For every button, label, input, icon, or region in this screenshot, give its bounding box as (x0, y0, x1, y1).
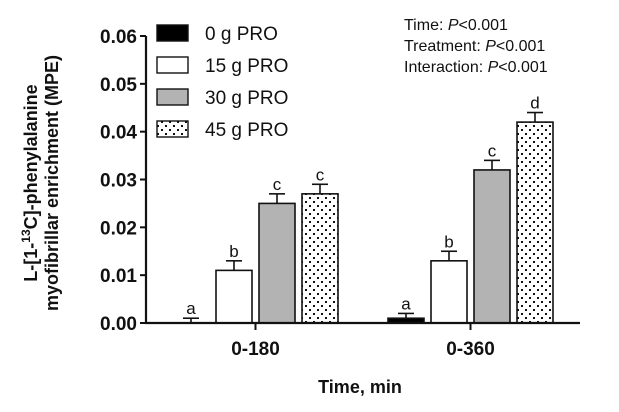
annotation-value: <0.001 (459, 17, 508, 34)
bar-15-g-pro-0-180 (215, 269, 253, 324)
stats-annotation: Time: P<0.001 (404, 17, 508, 34)
significance-letter: a (186, 299, 196, 318)
y-tick-label: 0.04 (100, 123, 137, 144)
y-tick-label: 0.05 (100, 75, 137, 96)
y-axis-title-line1: L-[1- (21, 243, 41, 282)
y-tick-label: 0.03 (100, 171, 137, 192)
annotation-label: Interaction: (404, 59, 488, 76)
x-tick-label: 0-180 (231, 339, 280, 360)
y-tick-label: 0.06 (100, 27, 137, 48)
svg-text:L-[1-13C]-phenylalanine: L-[1-13C]-phenylalanine (19, 84, 41, 281)
significance-letter: c (488, 141, 497, 160)
y-tick-label: 0.00 (100, 314, 137, 335)
legend-swatch (156, 88, 189, 106)
legend: 0 g PRO 15 g PRO 30 g PRO 45 g PRO (156, 24, 288, 141)
bar-30-g-pro-0-360 (473, 169, 511, 324)
significance-letter: d (530, 94, 539, 113)
stats-annotation: Treatment: P<0.001 (404, 38, 545, 55)
axes (144, 36, 580, 325)
y-tick-label: 0.01 (100, 266, 137, 287)
bar-15-g-pro-0-360 (430, 260, 468, 324)
y-axis-title: L-[1-13C]-phenylalanine myofibrillar enr… (19, 55, 62, 311)
annotation-value: <0.001 (498, 59, 547, 76)
y-axis-title-line2: myofibrillar enrichment (MPE) (42, 55, 62, 311)
significance-letter: c (273, 175, 282, 194)
bars: a b c c a b c d (183, 94, 554, 324)
y-tick-label: 0.02 (100, 218, 137, 239)
bar-45-g-pro-0-180 (301, 193, 339, 324)
x-axis-title: Time, min (318, 377, 402, 397)
bar-30-g-pro-0-180 (258, 202, 296, 324)
legend-swatch (156, 24, 189, 42)
annotation-p: P (488, 59, 499, 76)
annotation-label: Treatment: (404, 38, 485, 55)
significance-letter: c (316, 165, 325, 184)
legend-swatch (156, 56, 189, 74)
legend-label: 45 g PRO (205, 120, 288, 141)
y-axis-title-superscript: 13 (19, 229, 33, 243)
x-axis-ticks: 0-180 0-360 (231, 323, 495, 360)
y-axis-title-line1-rest: C]-phenylalanine (21, 84, 41, 229)
legend-swatch (156, 120, 189, 138)
bar-45-g-pro-0-360 (516, 121, 554, 324)
significance-letter: a (401, 294, 411, 313)
annotation-value: <0.001 (496, 38, 545, 55)
annotation-p: P (448, 17, 459, 34)
stats-annotation: Interaction: P<0.001 (404, 59, 548, 76)
x-tick-label: 0-360 (446, 339, 495, 360)
legend-label: 30 g PRO (205, 88, 288, 109)
legend-label: 15 g PRO (205, 56, 288, 77)
legend-label: 0 g PRO (205, 24, 278, 45)
annotation-p: P (485, 38, 496, 55)
significance-letter: b (229, 242, 238, 261)
annotation-label: Time: (404, 17, 448, 34)
y-axis-ticks: 0.00 0.01 0.02 0.03 0.04 0.05 0.06 (100, 27, 146, 335)
significance-letter: b (444, 232, 453, 251)
